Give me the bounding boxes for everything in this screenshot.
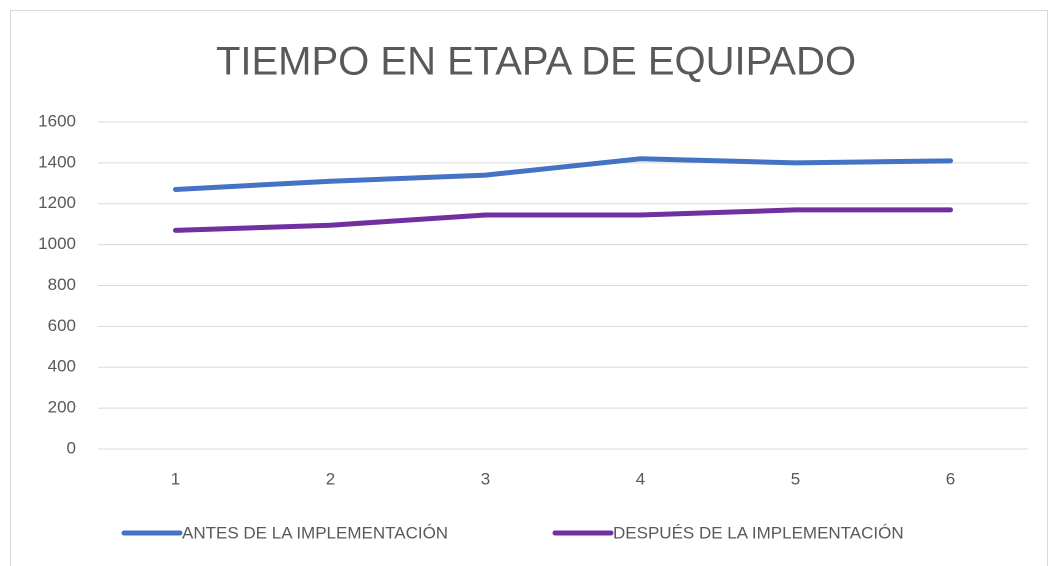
series-line [173,156,953,192]
x-tick-label: 5 [791,469,800,488]
x-tick-label: 2 [326,469,335,488]
chart-title: TIEMPO EN ETAPA DE EQUIPADO [216,40,856,84]
y-tick-label: 400 [48,357,76,376]
legend-label: DESPUÉS DE LA IMPLEMENTACIÓN [613,523,904,542]
legend-label: ANTES DE LA IMPLEMENTACIÓN [182,523,448,542]
x-tick-label: 3 [481,469,490,488]
y-tick-label: 200 [48,398,76,417]
y-tick-label: 1000 [38,234,76,253]
x-tick-label: 6 [946,469,955,488]
y-tick-label: 800 [48,275,76,294]
y-tick-label: 1600 [38,111,76,130]
y-tick-label: 1200 [38,193,76,212]
y-tick-label: 600 [48,316,76,335]
series-line [173,207,953,233]
chart-border [10,10,1048,566]
x-tick-label: 1 [171,469,180,488]
y-tick-label: 1400 [38,152,76,171]
y-tick-label: 0 [67,438,76,457]
x-tick-label: 4 [636,469,645,488]
